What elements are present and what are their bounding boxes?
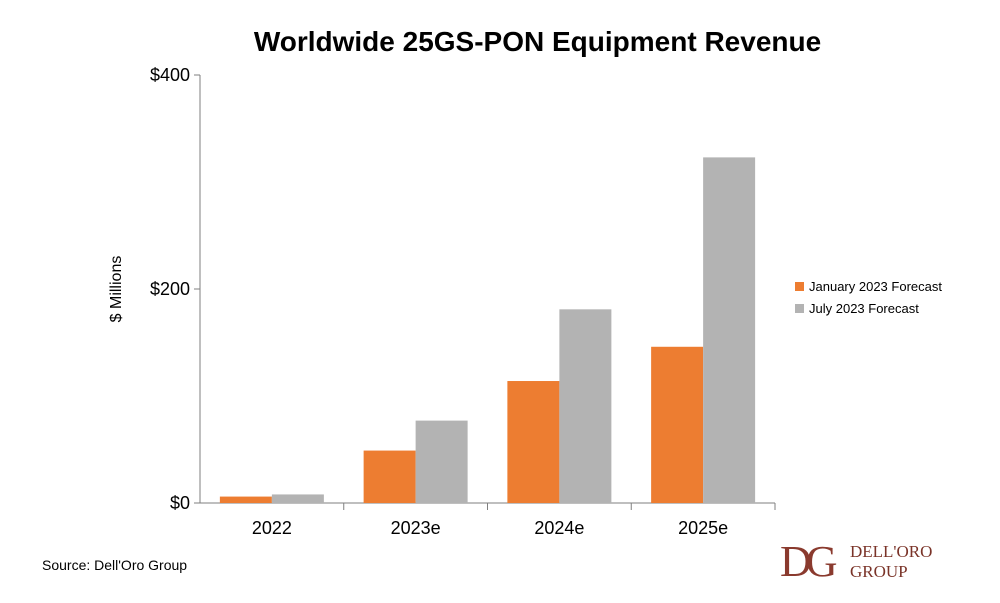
x-tick-label: 2023e	[391, 518, 441, 538]
x-tick-label: 2024e	[534, 518, 584, 538]
source-note: Source: Dell'Oro Group	[42, 557, 188, 573]
bar	[363, 450, 416, 503]
logo-mark: DG	[780, 537, 838, 586]
legend-swatch	[795, 304, 804, 313]
bar	[271, 494, 324, 503]
logo-line-2: GROUP	[850, 562, 908, 581]
bar	[219, 496, 272, 503]
bar	[415, 420, 468, 503]
x-tick-label: 2022	[252, 518, 292, 538]
y-axis-label: $ Millions	[108, 256, 125, 323]
legend-label: July 2023 Forecast	[809, 301, 919, 316]
chart-title: Worldwide 25GS-PON Equipment Revenue	[253, 26, 822, 57]
bar	[559, 309, 612, 503]
y-tick-label: $400	[150, 65, 190, 85]
dell-oro-logo: DG DELL'ORO GROUP	[780, 538, 970, 586]
bar	[651, 346, 704, 503]
legend-label: January 2023 Forecast	[809, 279, 942, 294]
x-tick-label: 2025e	[678, 518, 728, 538]
legend-swatch	[795, 282, 804, 291]
logo-text: DELL'ORO GROUP	[850, 542, 932, 582]
bar	[507, 381, 560, 503]
y-tick-label: $0	[170, 493, 190, 513]
logo-line-1: DELL'ORO	[850, 542, 933, 561]
bar	[703, 157, 756, 503]
y-tick-label: $200	[150, 279, 190, 299]
